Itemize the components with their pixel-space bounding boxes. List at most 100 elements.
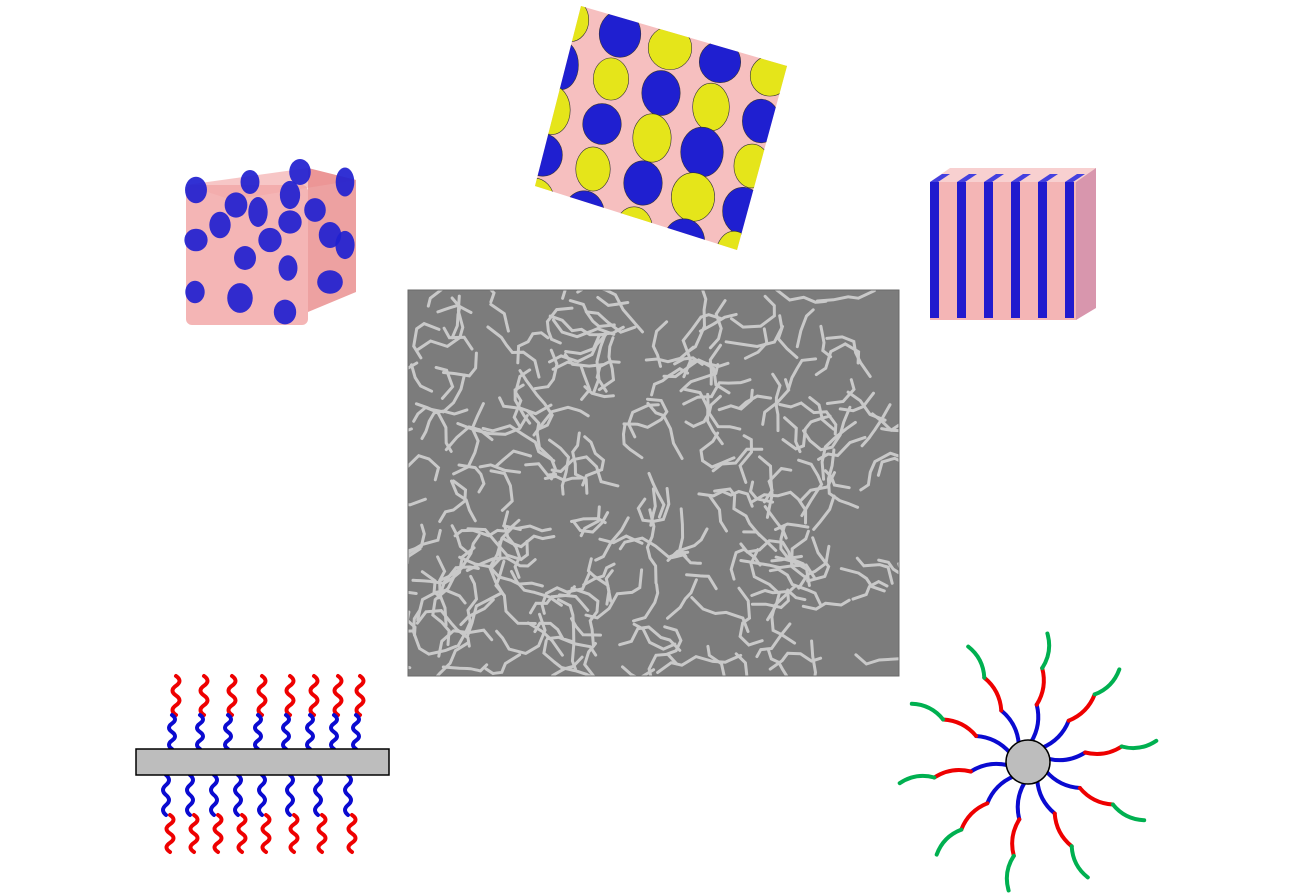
tem-stripe <box>450 524 471 556</box>
side-chain-blue-block <box>329 713 339 751</box>
tem-stripe <box>814 342 861 377</box>
yellow-domain <box>692 82 730 132</box>
tem-stripe <box>408 497 427 507</box>
tem-stripe <box>502 524 552 533</box>
tem-stripe <box>412 609 458 656</box>
bottlebrush-backbone <box>135 748 390 776</box>
tem-stripe <box>414 402 453 453</box>
sphere-domain <box>278 210 302 234</box>
tem-stripe <box>698 312 738 333</box>
tem-stripe <box>408 427 413 432</box>
star-arm-green-block <box>934 827 964 857</box>
tem-stripe <box>755 622 792 659</box>
tem-stripe <box>729 547 762 581</box>
star-core <box>1005 739 1051 785</box>
side-chain-blue-block <box>185 773 195 817</box>
tem-stripe <box>438 533 481 582</box>
tem-stripe <box>604 569 614 606</box>
star-arm-blue-block <box>1043 769 1082 790</box>
blue-domain <box>582 103 622 145</box>
tem-stripe <box>810 639 818 676</box>
tem-stripe <box>681 313 722 366</box>
tem-stripe <box>551 360 592 401</box>
tem-stripe <box>582 562 616 587</box>
tem-stripe <box>839 567 886 593</box>
star-arm-red-block <box>941 717 979 738</box>
side-chain-blue-block <box>343 773 353 817</box>
tem-stripe <box>465 592 502 639</box>
yellow-domain <box>733 143 771 189</box>
tem-stripe <box>812 494 836 531</box>
lamella-blue-layer <box>1038 182 1047 318</box>
tem-stripe <box>708 299 727 350</box>
cylinders-cube <box>535 6 787 250</box>
tem-stripe <box>532 405 590 437</box>
tem-stripe <box>646 401 684 460</box>
tem-stripe <box>596 295 630 307</box>
tem-stripe <box>682 358 731 395</box>
tem-stripe <box>415 609 471 648</box>
sphere-domain <box>240 170 260 194</box>
sphere-domain <box>304 198 326 222</box>
tem-stripe <box>551 655 584 676</box>
tem-stripe <box>859 451 899 492</box>
tem-stripe <box>556 598 577 671</box>
tem-stripe <box>525 409 557 481</box>
sphere-domain <box>278 255 298 281</box>
tem-stripe <box>459 598 495 627</box>
tem-stripe <box>512 368 532 429</box>
tem-stripe <box>761 378 791 426</box>
tem-stripe <box>737 394 773 410</box>
tem-stripe <box>706 392 724 446</box>
blue-domain <box>623 160 663 206</box>
tem-stripe <box>618 536 690 559</box>
tem-stripe <box>420 408 469 440</box>
yellow-domain <box>550 6 590 43</box>
sphere-domain <box>224 192 248 218</box>
tem-stripe <box>540 571 591 615</box>
lamella-blue-layer <box>930 182 939 318</box>
sphere-domain <box>185 280 205 304</box>
tem-stripe <box>649 487 657 527</box>
sphere-domain <box>227 283 253 313</box>
tem-stripe <box>502 510 522 579</box>
star-arm-red-block <box>932 768 973 780</box>
tem-stripe <box>435 641 470 676</box>
tem-stripe <box>584 568 644 620</box>
tem-stripe <box>825 335 872 378</box>
star-arm-blue-block <box>1015 779 1027 822</box>
lamella-top <box>957 174 977 182</box>
side-chain-blue-block <box>257 773 267 817</box>
yellow-domain <box>671 172 715 222</box>
tem-stripe <box>452 402 485 476</box>
tem-stripe <box>778 401 838 436</box>
yellow-domain <box>632 113 672 163</box>
side-chain-blue-block <box>223 713 233 751</box>
star-arm-red-block <box>1010 817 1022 858</box>
tem-stripe <box>594 516 630 562</box>
lamella-blue-layer <box>1011 182 1020 318</box>
side-chain-red-block <box>346 813 358 854</box>
tem-stripe <box>666 527 709 562</box>
lamella-top <box>1038 174 1058 182</box>
lamella-top <box>1065 174 1085 182</box>
tem-stripe <box>806 536 831 583</box>
tem-stripe <box>820 420 857 481</box>
tem-stripe <box>542 639 593 676</box>
star-arm-red-block <box>1034 666 1046 707</box>
tem-stripe <box>595 359 621 393</box>
star-arm-red-block <box>1066 692 1097 723</box>
tem-stripe <box>408 665 412 670</box>
tem-stripe <box>450 479 477 523</box>
star-arm-red-block <box>982 675 1004 713</box>
side-chain-blue-block <box>281 713 291 751</box>
side-chain-red-block <box>236 813 248 854</box>
tem-stripe <box>647 471 666 519</box>
tem-stripe <box>802 405 852 452</box>
star-arm-red-block <box>1077 786 1115 807</box>
side-chain-red-block <box>198 674 210 717</box>
tem-stripe <box>851 579 889 601</box>
lamella-top <box>984 174 1004 182</box>
star-arm-blue-block <box>1045 750 1088 763</box>
tem-stripe <box>750 588 807 602</box>
